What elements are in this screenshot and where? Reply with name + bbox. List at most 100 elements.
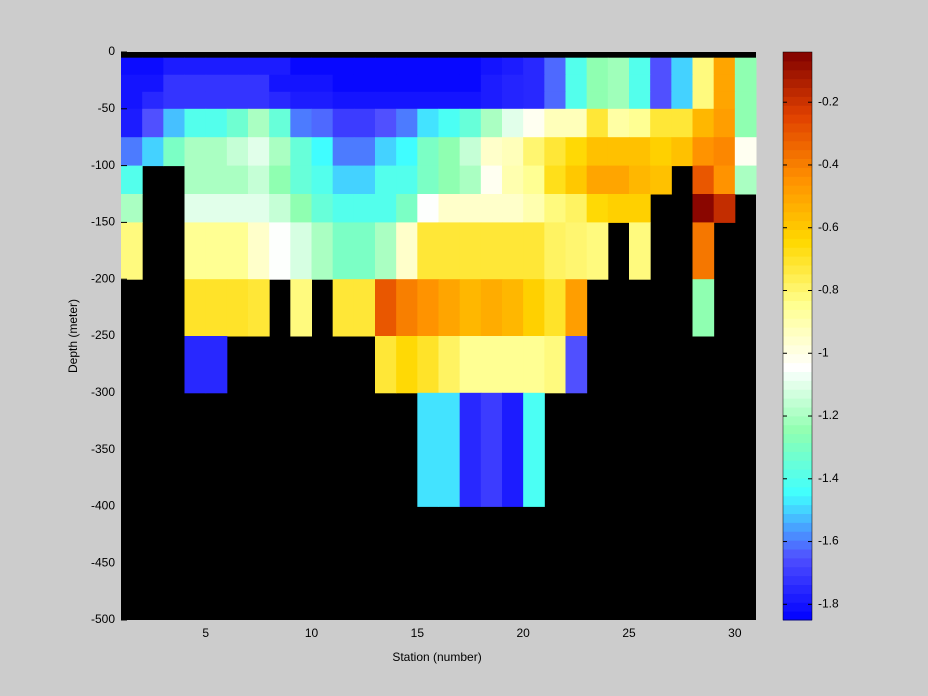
cell	[290, 222, 312, 280]
cell	[417, 222, 439, 280]
colorbar-step	[783, 273, 812, 284]
cell	[734, 137, 757, 167]
x-tick-label: 15	[411, 626, 425, 640]
colorbar-tick-label: -1.6	[818, 534, 839, 548]
cell	[459, 194, 482, 223]
colorbar-step	[783, 149, 812, 159]
cell	[544, 91, 566, 110]
cell	[142, 137, 164, 167]
cell	[565, 91, 588, 110]
colorbar-step	[783, 318, 812, 328]
cell	[692, 91, 715, 110]
cell	[692, 165, 715, 195]
cell	[586, 222, 609, 280]
cell	[459, 279, 482, 337]
cell	[544, 137, 566, 167]
y-tick-label: -350	[91, 442, 115, 456]
cell	[480, 91, 503, 110]
colorbar-step	[783, 78, 812, 88]
cell	[184, 165, 207, 195]
y-tick-label: -100	[91, 158, 115, 172]
cell	[565, 165, 588, 195]
colorbar-step	[783, 167, 812, 177]
cell	[121, 137, 143, 167]
cell	[607, 57, 630, 76]
cell	[629, 165, 651, 195]
cell	[523, 222, 545, 280]
cell	[523, 279, 545, 337]
colorbar-step	[783, 495, 812, 506]
cell	[311, 74, 334, 93]
y-tick-label: -300	[91, 385, 115, 399]
colorbar-step	[783, 380, 812, 390]
cell	[523, 57, 545, 76]
cell	[502, 194, 524, 223]
cell	[163, 57, 185, 76]
cell	[269, 108, 291, 138]
cell	[586, 91, 609, 110]
y-tick-label: -500	[91, 612, 115, 626]
cell	[353, 222, 376, 280]
colorbar-step	[783, 229, 812, 239]
cell	[375, 222, 397, 280]
cell	[226, 194, 249, 223]
cell	[205, 279, 228, 337]
cell	[734, 74, 757, 93]
colorbar-step	[783, 344, 812, 355]
cell	[248, 194, 270, 223]
cell	[565, 222, 588, 280]
cell	[565, 336, 588, 394]
cell	[269, 137, 291, 167]
cell	[121, 222, 143, 280]
cell	[692, 108, 715, 138]
colorbar-step	[783, 513, 812, 523]
cell	[353, 108, 376, 138]
cell	[184, 222, 207, 280]
cell	[438, 165, 461, 195]
cell	[205, 194, 228, 223]
colorbar-step	[783, 105, 812, 115]
cell	[544, 194, 566, 223]
colorbar-step	[783, 575, 812, 585]
cell	[226, 91, 249, 110]
cell	[248, 222, 270, 280]
cell	[438, 279, 461, 337]
cell	[353, 279, 376, 337]
cell	[459, 165, 482, 195]
cell	[692, 74, 715, 93]
cell	[459, 137, 482, 167]
colorbar-tick-label: -0.4	[818, 157, 839, 171]
cell	[480, 392, 503, 507]
cell	[459, 222, 482, 280]
cell	[692, 222, 715, 280]
cell	[396, 57, 418, 76]
cell	[629, 222, 651, 280]
colorbar-step	[783, 353, 812, 364]
cell	[650, 57, 672, 76]
cell	[290, 137, 312, 167]
colorbar-step	[783, 602, 812, 612]
cell	[332, 222, 355, 280]
cell	[438, 222, 461, 280]
cell	[502, 336, 524, 394]
cell	[565, 108, 588, 138]
cell	[438, 392, 461, 507]
cell	[544, 108, 566, 138]
cell	[248, 137, 270, 167]
x-tick-label: 25	[622, 626, 636, 640]
cell	[205, 137, 228, 167]
colorbar-step	[783, 540, 812, 550]
cells	[121, 57, 757, 507]
cell	[332, 91, 355, 110]
colorbar-step	[783, 451, 812, 461]
cell	[650, 91, 672, 110]
cell	[565, 137, 588, 167]
cell	[713, 91, 736, 110]
colorbar-step	[783, 265, 812, 275]
y-tick-label: 0	[108, 44, 115, 58]
colorbar-step	[783, 336, 812, 346]
cell	[480, 74, 503, 93]
cell	[713, 194, 736, 223]
cell	[184, 108, 207, 138]
colorbar-tick-label: -0.6	[818, 220, 839, 234]
